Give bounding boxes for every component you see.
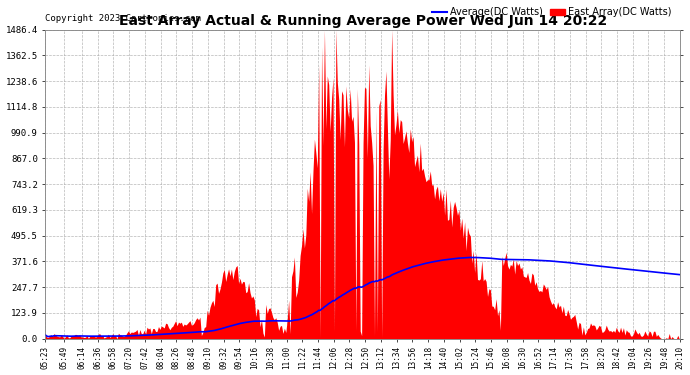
Title: East Array Actual & Running Average Power Wed Jun 14 20:22: East Array Actual & Running Average Powe… xyxy=(119,14,607,28)
Text: Copyright 2023 Cartronics.com: Copyright 2023 Cartronics.com xyxy=(46,14,201,23)
Legend: Average(DC Watts), East Array(DC Watts): Average(DC Watts), East Array(DC Watts) xyxy=(428,3,675,21)
